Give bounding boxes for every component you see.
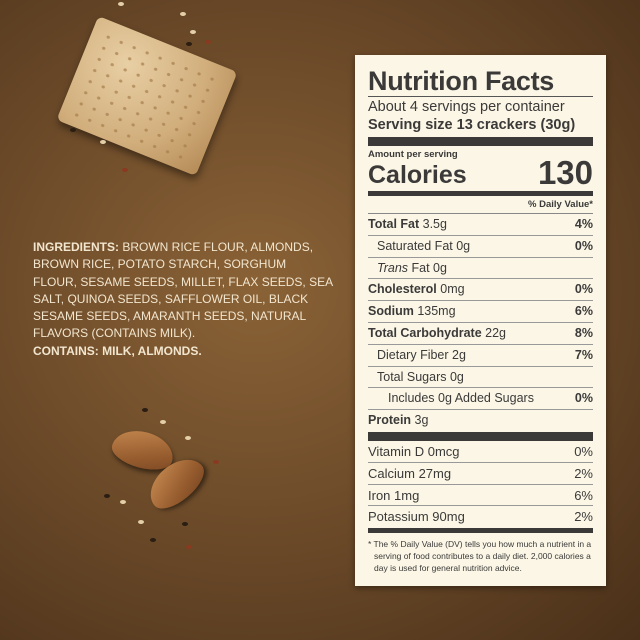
vitamin-name: Vitamin D 0mcg: [368, 443, 460, 459]
nutrient-name: Dietary Fiber 2g: [377, 347, 466, 362]
nutrient-amount: 22g: [481, 325, 507, 340]
ingredients-list: BROWN RICE FLOUR, ALMONDS, BROWN RICE, P…: [33, 240, 333, 341]
nutrient-dv: 0%: [574, 391, 593, 406]
vitamin-dv: 2%: [574, 465, 593, 481]
servings-per-container: About 4 servings per container: [368, 99, 565, 115]
divider: [368, 528, 593, 534]
calories-row: Calories 130: [368, 154, 593, 191]
contains-list: MILK, ALMONDS.: [98, 343, 202, 358]
vitamin-dv: 6%: [574, 487, 593, 503]
seed: [150, 538, 156, 542]
nutrient-row: Dietary Fiber 2g 7%: [368, 345, 593, 367]
amount-per-serving: Amount per serving: [368, 149, 458, 160]
vitamin-name: Calcium 27mg: [368, 465, 452, 481]
nutrient-row: Trans Fat 0g: [368, 258, 593, 280]
serving-size: Serving size 13 crackers (30g): [368, 117, 576, 133]
seed: [70, 128, 76, 132]
divider: [368, 191, 593, 196]
nutrient-name: Total Carbohydrate: [368, 325, 482, 340]
nutrient-row: Saturated Fat 0g 0%: [368, 236, 593, 258]
daily-value-header: % Daily Value*: [368, 196, 593, 214]
nutrient-dv: 4%: [574, 217, 593, 231]
nutrient-dv: 8%: [574, 325, 593, 340]
vitamin-row: Vitamin D 0mcg 0%: [368, 441, 593, 463]
nutrient-name-italic: Trans: [377, 260, 409, 275]
nutrient-row: Total Fat 3.5g 4%: [368, 214, 593, 236]
nutrient-row: Includes 0g Added Sugars 0%: [368, 388, 593, 411]
seed: [104, 494, 110, 498]
ingredients-heading: INGREDIENTS:: [33, 240, 120, 254]
divider: [368, 137, 593, 146]
nutrient-amount: 3.5g: [419, 217, 447, 231]
nutrient-dv: 0%: [574, 282, 593, 297]
nutrient-dv: 7%: [574, 347, 593, 362]
nutrient-row: Sodium 135mg 6%: [368, 301, 593, 323]
label-title: Nutrition Facts: [368, 67, 593, 97]
seed: [190, 30, 196, 34]
nutrient-amount: 135mg: [413, 304, 456, 319]
nutrient-row: Total Carbohydrate 22g 8%: [368, 323, 593, 345]
nutrition-facts-label: Nutrition Facts About 4 servings per con…: [355, 55, 606, 586]
seed: [160, 420, 166, 424]
nutrient-name: Cholesterol: [368, 282, 437, 297]
nutrient-dv: 0%: [574, 238, 593, 253]
seed: [213, 460, 219, 464]
seed: [180, 12, 186, 16]
nutrient-name: Protein: [368, 413, 412, 428]
contains-heading: CONTAINS:: [33, 343, 99, 358]
vitamin-dv: 2%: [574, 509, 593, 525]
seed: [185, 436, 191, 440]
nutrient-row: Total Sugars 0g: [368, 367, 593, 389]
divider: [368, 431, 593, 441]
vitamin-row: Iron 1mg 6%: [368, 485, 593, 507]
seed: [186, 42, 192, 46]
seed: [205, 40, 211, 44]
vitamin-name: Iron 1mg: [368, 487, 420, 503]
seed: [182, 522, 188, 526]
seed: [186, 545, 192, 549]
nutrient-amount: 0mg: [436, 282, 465, 297]
vitamin-row: Potassium 90mg 2%: [368, 506, 593, 528]
seed: [118, 2, 124, 6]
nutrient-name: Fat 0g: [408, 260, 447, 275]
nutrient-name: Saturated Fat 0g: [377, 238, 471, 253]
calories-label: Calories: [368, 161, 467, 189]
nutrient-amount: 3g: [411, 413, 429, 428]
seed: [138, 520, 144, 524]
nutrient-dv: 6%: [574, 304, 593, 319]
nutrient-row: Cholesterol 0mg 0%: [368, 279, 593, 302]
calories-value: 130: [537, 154, 593, 191]
seed: [100, 140, 106, 144]
nutrient-name: Sodium: [368, 304, 414, 319]
nutrient-name: Includes 0g Added Sugars: [388, 391, 534, 406]
seed: [122, 168, 128, 172]
seed: [120, 500, 126, 504]
nutrient-name: Total Fat: [368, 217, 420, 231]
vitamin-dv: 0%: [574, 443, 593, 459]
vitamin-row: Calcium 27mg 2%: [368, 463, 593, 485]
nutrient-name: Total Sugars 0g: [377, 369, 464, 384]
footnote: * The % Daily Value (DV) tells you how m…: [368, 539, 592, 574]
vitamin-name: Potassium 90mg: [368, 509, 465, 525]
nutrient-row: Protein 3g: [368, 410, 593, 432]
ingredients-text: INGREDIENTS: BROWN RICE FLOUR, ALMONDS, …: [33, 239, 333, 360]
seed: [142, 408, 148, 412]
